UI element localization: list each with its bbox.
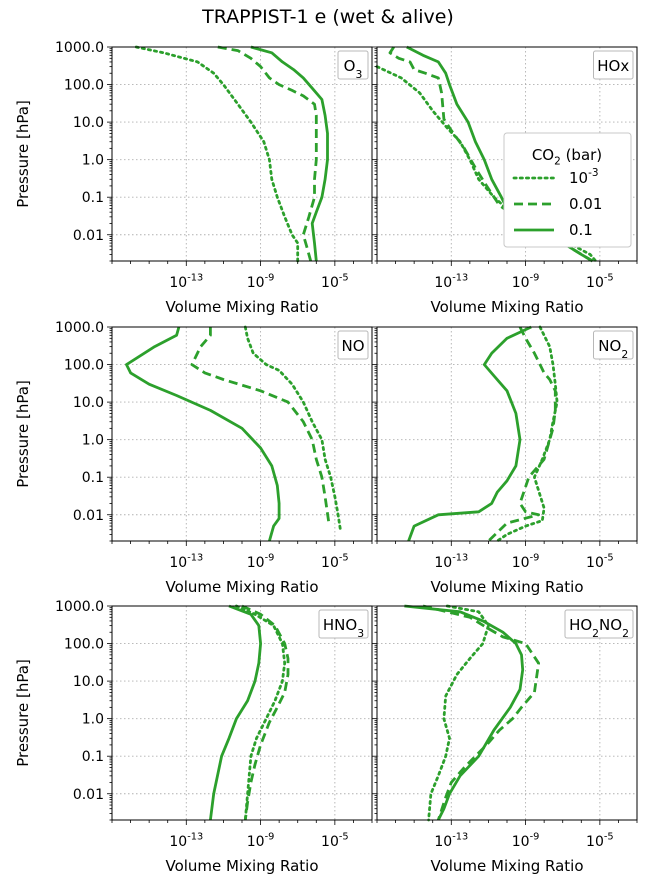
legend-title: CO2 (bar) [532, 146, 602, 168]
x-axis-label: Volume Mixing Ratio [430, 857, 583, 875]
y-tick-label: 0.01 [73, 508, 104, 524]
x-tick-label: 10-5 [586, 273, 614, 291]
species-label-box [593, 330, 634, 360]
species-label: NO2 [598, 337, 628, 361]
species-label-box [337, 50, 369, 80]
y-tick-label: 10.0 [73, 395, 104, 411]
series-line-solid [404, 604, 525, 821]
x-tick-label: 10-9 [512, 273, 540, 291]
series-line-dotted [495, 325, 559, 543]
y-tick-label: 100.0 [64, 637, 104, 653]
series-line-solid [407, 325, 532, 542]
y-tick-label: 0.1 [82, 749, 104, 765]
y-tick-label: 1000.0 [55, 599, 104, 615]
species-label: HO2NO2 [569, 616, 629, 640]
y-tick-label: 0.01 [73, 787, 104, 803]
y-tick-label: 0.1 [82, 190, 104, 206]
y-tick-label: 1.0 [82, 153, 104, 169]
y-tick-label: 1000.0 [55, 320, 104, 336]
y-tick-label: 1000.0 [55, 40, 104, 56]
x-axis-label: Volume Mixing Ratio [165, 578, 318, 596]
species-label-box [564, 609, 634, 639]
series-line-dashed [487, 326, 557, 543]
series-line-dashed [217, 45, 318, 262]
series-line-dotted [427, 604, 490, 822]
x-axis-label: Volume Mixing Ratio [430, 578, 583, 596]
x-tick-label: 10-5 [586, 832, 614, 850]
y-tick-label: 100.0 [64, 78, 104, 94]
x-tick-label: 10-13 [169, 273, 203, 291]
x-tick-label: 10-13 [434, 832, 468, 850]
legend: CO2 (bar)10-3 0.01 0.1 [503, 132, 632, 248]
legend-label: 0.01 [569, 195, 602, 213]
x-tick-label: 10-13 [169, 832, 203, 850]
series-line-solid [209, 604, 262, 821]
x-tick-label: 10-9 [512, 553, 540, 571]
x-tick-label: 10-13 [169, 553, 203, 571]
series-line-dotted [243, 325, 342, 532]
axes-frame [111, 46, 373, 262]
legend-label: 10-3 [569, 167, 599, 187]
x-tick-label: 10-13 [434, 273, 468, 291]
x-axis-label: Volume Mixing Ratio [430, 298, 583, 316]
species-label: HNO3 [323, 616, 364, 640]
axes-frame [111, 326, 373, 542]
y-tick-label: 0.01 [73, 228, 104, 244]
panel-no: 0.01 0.1 1.0 10.0 100.0 1000.0 Pressure [hPa] 1… [14, 320, 373, 596]
x-tick-label: 10-9 [247, 553, 275, 571]
x-tick-label: 10-5 [586, 553, 614, 571]
y-axis-label: Pressure [hPa] [14, 380, 32, 488]
x-tick-label: 10-9 [247, 273, 275, 291]
x-tick-label: 10-5 [321, 273, 349, 291]
species-label: NO [341, 337, 364, 355]
series-line-solid [125, 326, 281, 542]
species-label-box [318, 609, 369, 639]
x-tick-label: 10-5 [321, 553, 349, 571]
series-line-dashed [190, 327, 331, 527]
species-label-box [593, 50, 634, 80]
legend-box [503, 132, 632, 248]
y-tick-label: 100.0 [64, 358, 104, 374]
x-axis-label: Volume Mixing Ratio [165, 298, 318, 316]
y-tick-label: 10.0 [73, 674, 104, 690]
series-line-dashed [241, 604, 290, 821]
y-tick-label: 0.1 [82, 470, 104, 486]
series-line-dashed [422, 604, 540, 821]
species-label: HOx [597, 57, 629, 75]
species-label: O3 [344, 57, 363, 81]
figure-title: TRAPPIST-1 e (wet & alive) [201, 6, 454, 28]
y-tick-label: 1.0 [82, 433, 104, 449]
y-tick-label: 1.0 [82, 712, 104, 728]
x-tick-label: 10-9 [247, 832, 275, 850]
x-tick-label: 10-9 [512, 832, 540, 850]
panels: 0.01 0.1 1.0 10.0 100.0 1000.0 Pressure [hPa] 1… [14, 40, 638, 875]
y-axis-label: Pressure [hPa] [14, 659, 32, 767]
x-axis-label: Volume Mixing Ratio [165, 857, 318, 875]
series-line-solid [250, 45, 329, 262]
series-line-dotted [134, 45, 300, 263]
y-tick-label: 10.0 [73, 115, 104, 131]
y-axis-label: Pressure [hPa] [14, 100, 32, 208]
panel-hno3: 0.01 0.1 1.0 10.0 100.0 1000.0 Pressure [hPa] 1… [14, 599, 373, 875]
x-tick-label: 10-13 [434, 553, 468, 571]
panel-o3: 0.01 0.1 1.0 10.0 100.0 1000.0 Pressure [hPa] 1… [14, 40, 373, 316]
species-label-box [337, 330, 369, 360]
legend-label: 0.1 [569, 221, 593, 239]
x-tick-label: 10-5 [321, 832, 349, 850]
